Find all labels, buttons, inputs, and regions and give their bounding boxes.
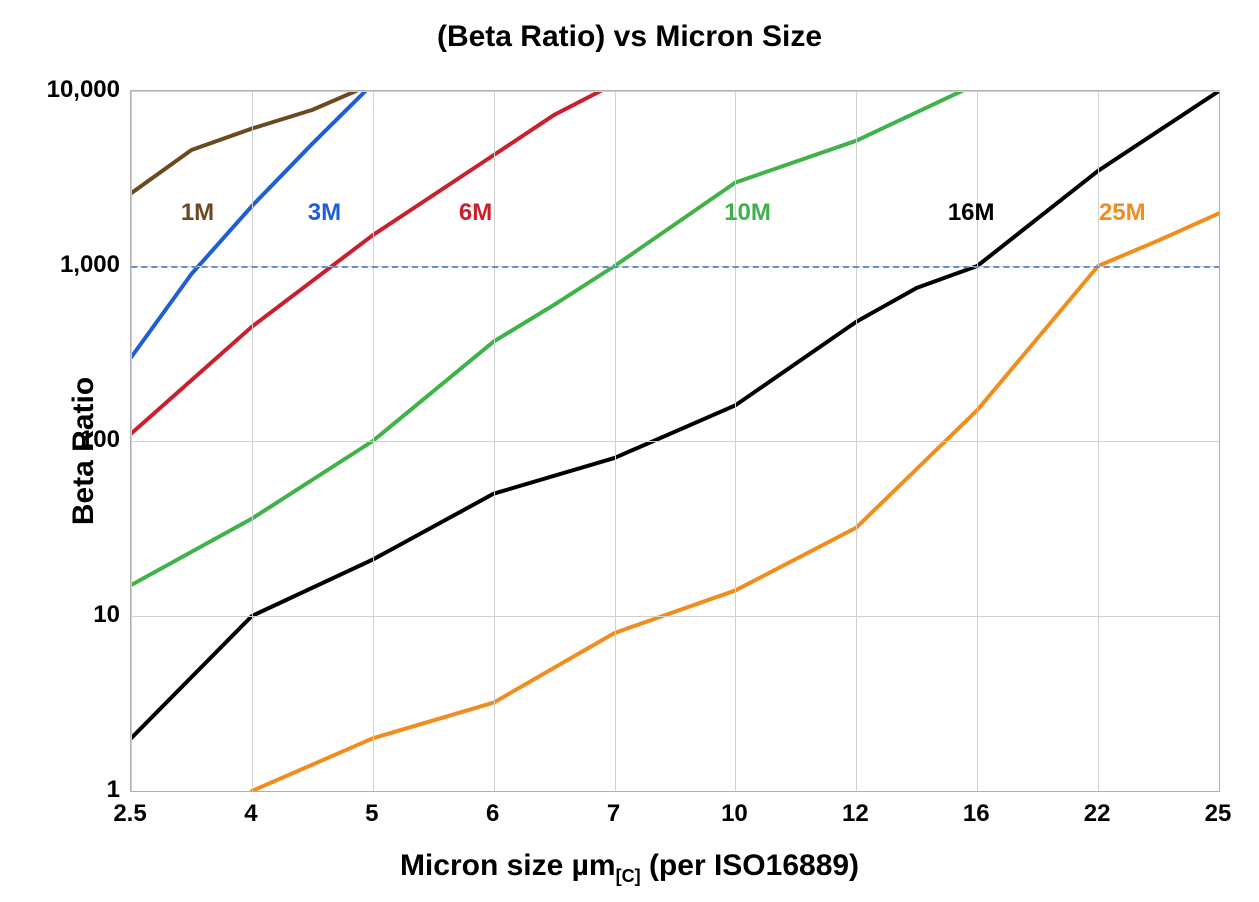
gridline-horizontal xyxy=(131,91,1219,92)
x-axis-label-prefix: Micron size µm xyxy=(400,849,616,882)
gridline-vertical xyxy=(1219,91,1220,791)
series-label-6M: 6M xyxy=(459,199,492,227)
gridline-horizontal xyxy=(131,616,1219,617)
series-label-16M: 16M xyxy=(948,199,995,227)
series-line-16M xyxy=(131,91,1219,738)
series-line-10M xyxy=(131,90,977,585)
x-tick-label: 2.5 xyxy=(113,800,146,828)
x-axis-label-subscript: [C] xyxy=(616,866,641,886)
y-tick-label: 100 xyxy=(80,426,120,454)
y-tick-label: 10,000 xyxy=(47,76,120,104)
chart-title: (Beta Ratio) vs Micron Size xyxy=(0,20,1259,54)
x-tick-label: 16 xyxy=(963,800,990,828)
x-tick-label: 6 xyxy=(486,800,499,828)
x-tick-label: 7 xyxy=(607,800,620,828)
series-label-3M: 3M xyxy=(308,199,341,227)
chart-container: (Beta Ratio) vs Micron Size Beta Ratio M… xyxy=(0,0,1259,902)
x-tick-label: 25 xyxy=(1205,800,1232,828)
y-tick-label: 10 xyxy=(93,601,120,629)
x-tick-label: 4 xyxy=(244,800,257,828)
x-axis-label: Micron size µm[C] (per ISO16889) xyxy=(0,849,1259,887)
gridline-horizontal xyxy=(131,791,1219,792)
x-tick-label: 22 xyxy=(1084,800,1111,828)
x-tick-label: 10 xyxy=(721,800,748,828)
y-tick-label: 1,000 xyxy=(60,251,120,279)
reference-line xyxy=(130,266,1220,268)
x-tick-label: 5 xyxy=(365,800,378,828)
x-tick-label: 12 xyxy=(842,800,869,828)
x-axis-label-suffix: (per ISO16889) xyxy=(641,849,859,882)
series-label-1M: 1M xyxy=(181,199,214,227)
series-label-25M: 25M xyxy=(1099,199,1146,227)
plot-area: 1M 3M 6M 10M 16M 25M xyxy=(130,90,1220,792)
series-label-10M: 10M xyxy=(724,199,771,227)
gridline-horizontal xyxy=(131,441,1219,442)
y-tick-label: 1 xyxy=(107,776,120,804)
